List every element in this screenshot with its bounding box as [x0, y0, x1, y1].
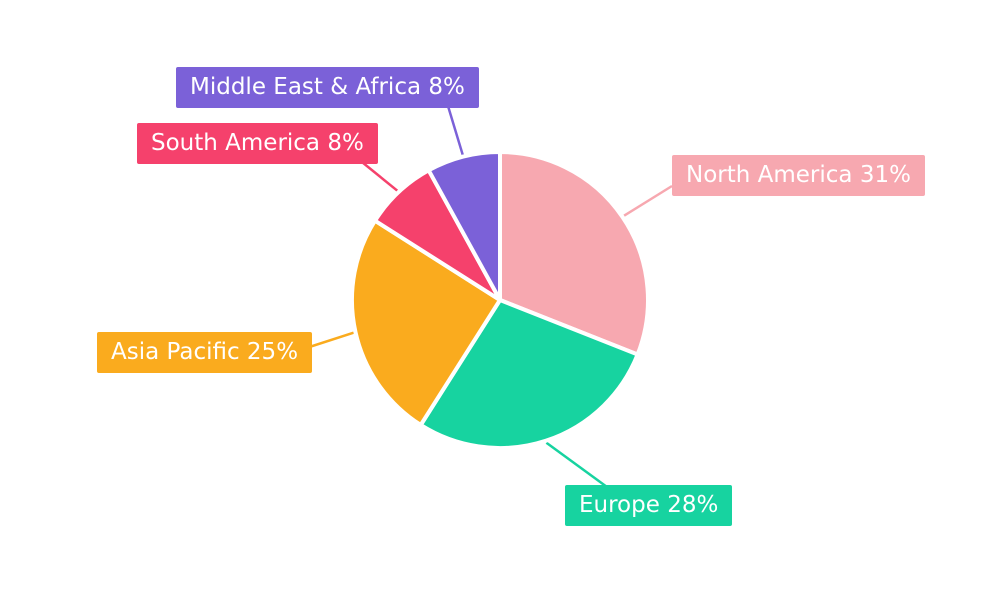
pie-slice-europe[interactable] [418, 298, 640, 450]
leader-line-europe [545, 441, 608, 489]
leader-line-middle-east-africa [446, 105, 464, 156]
label-europe: Europe 28% [565, 485, 733, 527]
pie-slice-middle-east-africa[interactable] [426, 150, 502, 302]
label-south-america: South America 8% [137, 123, 378, 165]
pie-slice-north-america[interactable] [498, 150, 650, 357]
leader-line-north-america [623, 184, 673, 217]
pie-slice-asia-pacific[interactable] [349, 218, 502, 427]
label-asia-pacific: Asia Pacific 25% [97, 332, 313, 374]
label-middle-east-africa: Middle East & Africa 8% [176, 67, 479, 109]
label-north-america: North America 31% [672, 155, 925, 197]
